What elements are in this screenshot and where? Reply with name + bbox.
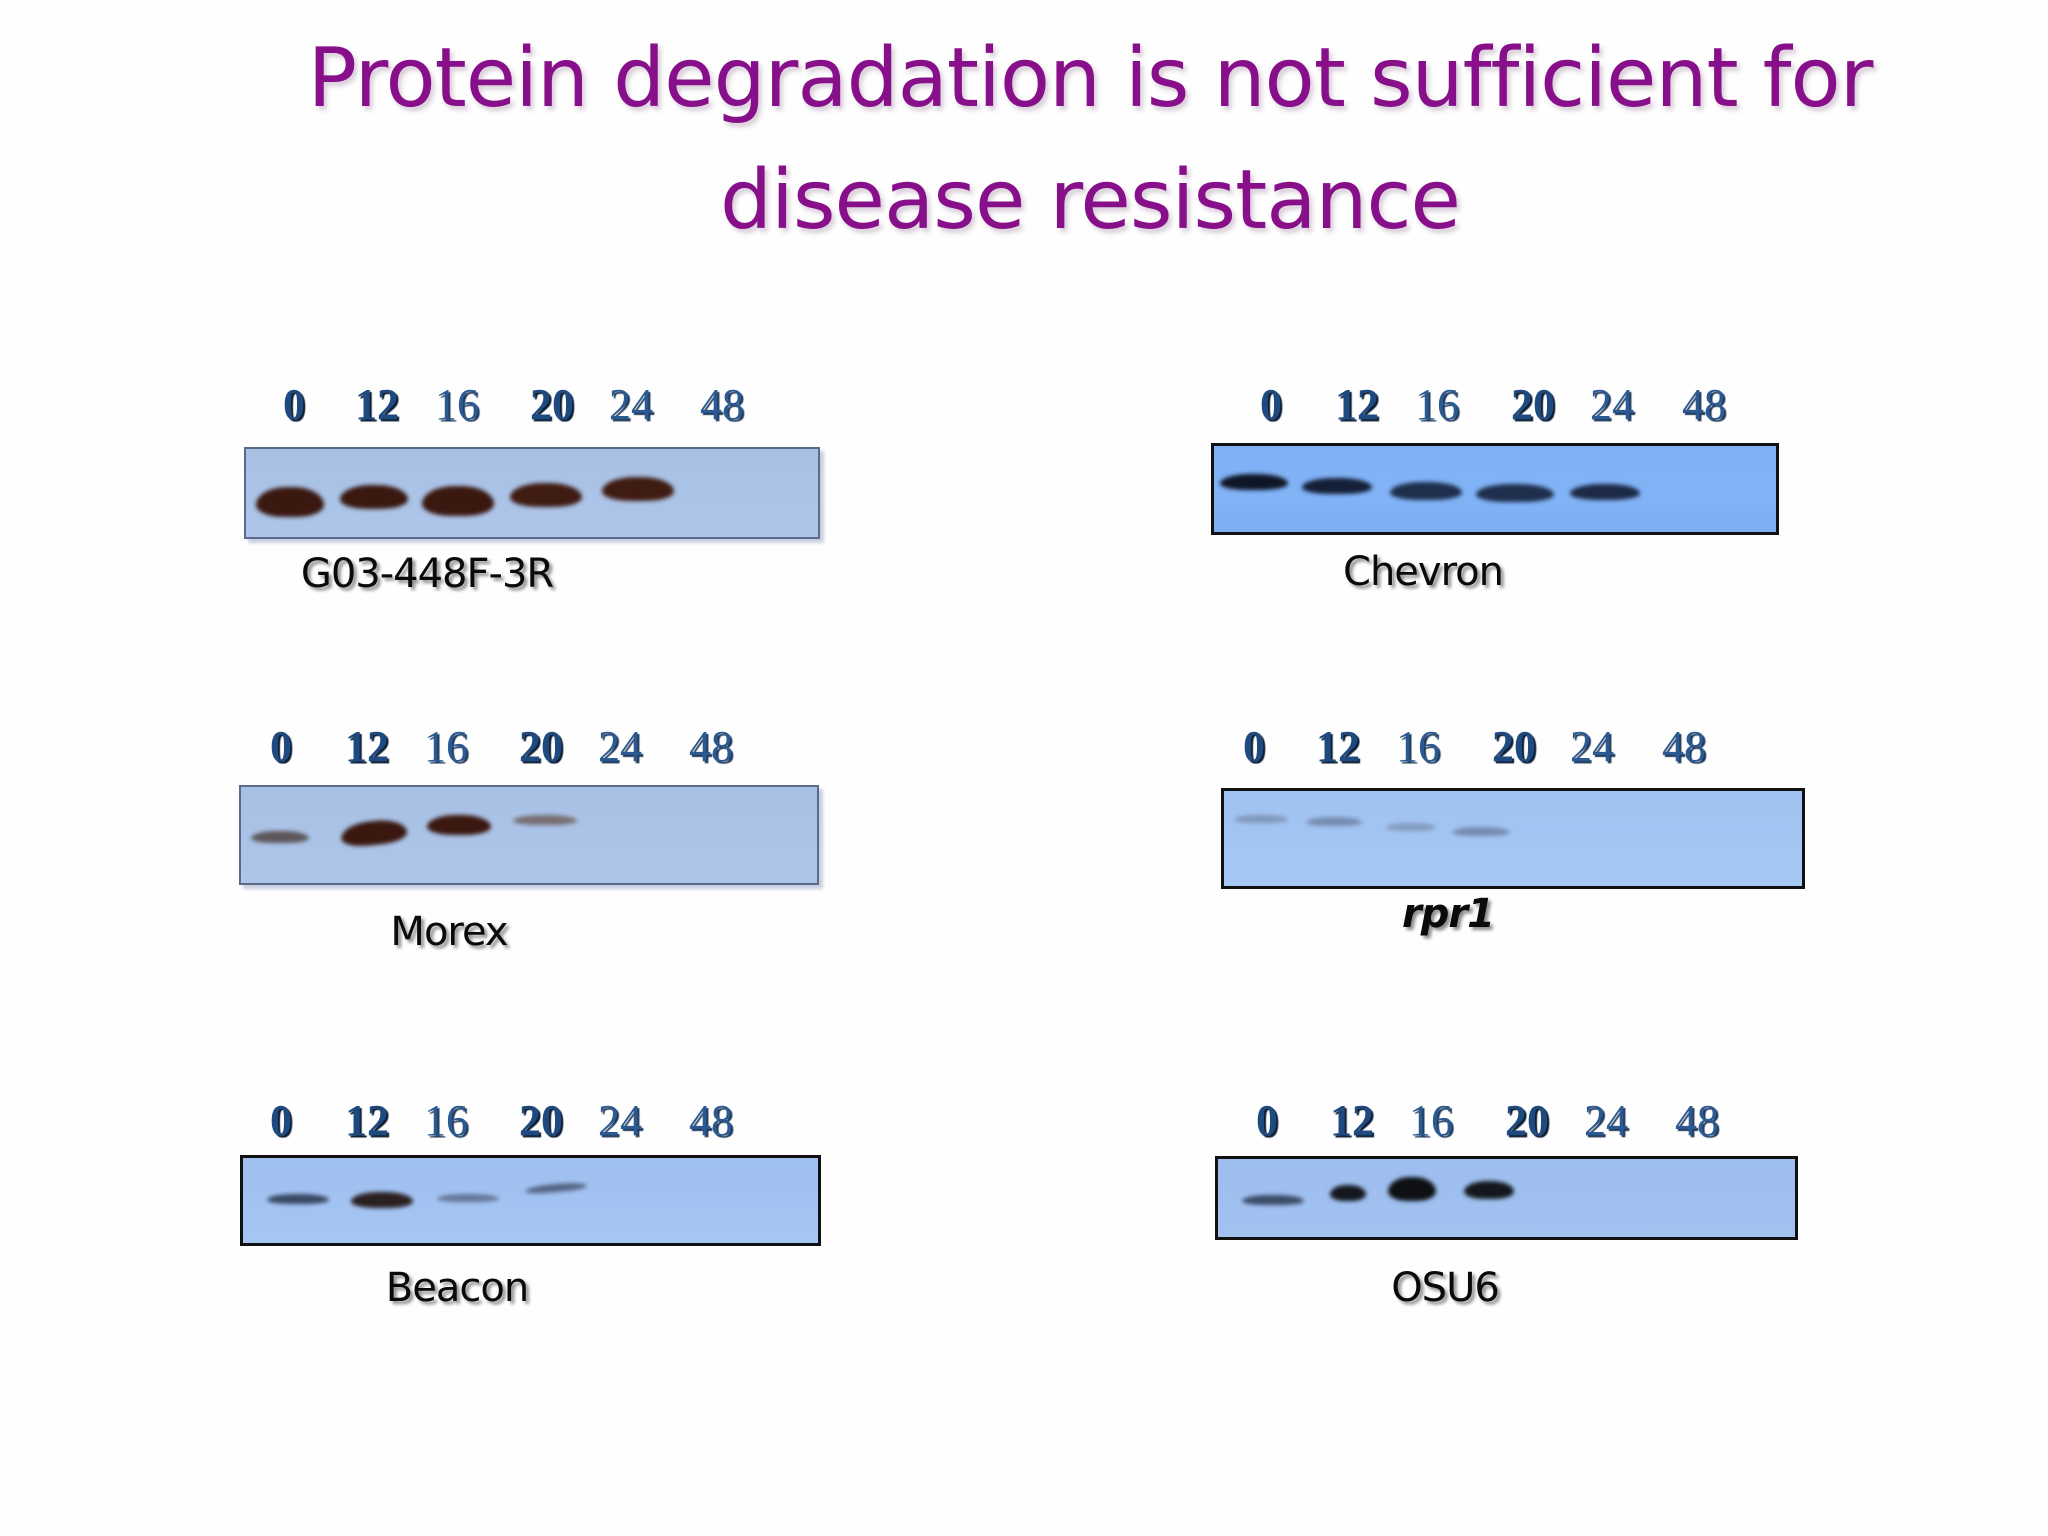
band-lane-12 [1306, 817, 1362, 826]
blot-image [240, 1155, 821, 1246]
lane-label-0: 0 [283, 380, 305, 429]
lane-label-16: 16 [1409, 1096, 1453, 1145]
title-line-2: disease resistance [720, 153, 1461, 248]
lane-labels: 0 12 16 20 24 48 [1215, 1096, 1805, 1146]
lane-label-20: 20 [519, 722, 563, 771]
band-lane-12 [1330, 1185, 1366, 1201]
lane-label-24: 24 [1570, 722, 1614, 771]
lane-label-12: 12 [1316, 722, 1360, 771]
lane-labels: 0 12 16 20 24 48 [244, 380, 824, 430]
lane-label-12: 12 [1330, 1096, 1374, 1145]
blot-image [244, 447, 820, 539]
lane-labels: 0 12 16 20 24 48 [239, 722, 829, 772]
lane-label-20: 20 [1505, 1096, 1549, 1145]
band-lane-12 [351, 1192, 413, 1208]
lane-label-12: 12 [345, 1096, 389, 1145]
cultivar-name: Chevron [1343, 549, 1504, 595]
lane-label-20: 20 [519, 1096, 563, 1145]
blot-image [1215, 1156, 1798, 1240]
cultivar-name: Beacon [385, 1265, 529, 1311]
lane-labels: 0 12 16 20 24 48 [240, 1096, 830, 1146]
lane-label-12: 12 [355, 380, 399, 429]
band-lane-0 [267, 1194, 329, 1204]
lane-labels: 0 12 16 20 24 48 [1211, 380, 1791, 430]
band-lane-16 [1388, 1177, 1436, 1201]
lane-label-24: 24 [609, 380, 653, 429]
cultivar-name: Morex [390, 909, 508, 955]
blot-panel-osu6: 0 12 16 20 24 48 OSU6 [1215, 1096, 1805, 1326]
lane-label-12: 12 [1335, 380, 1379, 429]
band-lane-0 [1220, 474, 1288, 490]
blot-image [1211, 443, 1779, 535]
band-lane-16 [1386, 823, 1436, 831]
band-lane-20 [1464, 1181, 1514, 1199]
band-lane-12 [339, 817, 409, 849]
band-lane-16 [1390, 482, 1462, 500]
blot-panel-morex: 0 12 16 20 24 48 Morex [239, 722, 829, 962]
blot-panel-g03: 0 12 16 20 24 48 G03-448F-3R [244, 380, 824, 600]
band-lane-0 [1234, 815, 1288, 823]
band-lane-24 [1570, 484, 1640, 500]
lane-label-16: 16 [435, 380, 479, 429]
band-lane-20 [513, 815, 577, 825]
lane-label-0: 0 [1260, 380, 1282, 429]
blot-panel-beacon: 0 12 16 20 24 48 Beacon [240, 1096, 830, 1326]
title-line-1: Protein degradation is not sufficient fo… [307, 31, 1874, 126]
band-lane-16 [427, 815, 491, 835]
band-lane-20 [1452, 827, 1510, 836]
lane-label-48: 48 [1662, 722, 1706, 771]
lane-label-48: 48 [689, 1096, 733, 1145]
band-lane-20 [510, 483, 582, 507]
band-lane-0 [251, 831, 309, 843]
blot-panel-chevron: 0 12 16 20 24 48 Chevron [1211, 380, 1791, 600]
slide-title: Protein degradation is not sufficient fo… [230, 18, 1950, 262]
band-lane-0 [1242, 1195, 1304, 1205]
blot-image [1221, 788, 1805, 889]
cultivar-name: OSU6 [1391, 1265, 1500, 1311]
lane-label-24: 24 [1590, 380, 1634, 429]
lane-label-0: 0 [1243, 722, 1265, 771]
lane-label-12: 12 [345, 722, 389, 771]
cultivar-name: rpr1 [1402, 891, 1495, 937]
lane-label-16: 16 [424, 1096, 468, 1145]
band-lane-20 [1476, 484, 1554, 502]
lane-label-48: 48 [700, 380, 744, 429]
band-lane-16 [437, 1194, 499, 1202]
lane-label-20: 20 [1511, 380, 1555, 429]
blot-panel-rpr1: 0 12 16 20 24 48 rpr1 [1221, 722, 1811, 962]
lane-label-48: 48 [1675, 1096, 1719, 1145]
lane-label-48: 48 [689, 722, 733, 771]
band-lane-16 [422, 486, 494, 516]
band-lane-24 [602, 477, 674, 501]
lane-label-24: 24 [1584, 1096, 1628, 1145]
lane-label-20: 20 [530, 380, 574, 429]
band-lane-20 [524, 1181, 588, 1195]
lane-label-0: 0 [270, 722, 292, 771]
band-lane-0 [256, 487, 324, 517]
cultivar-name: G03-448F-3R [300, 551, 554, 597]
band-lane-12 [1302, 478, 1372, 494]
lane-label-16: 16 [424, 722, 468, 771]
lane-label-24: 24 [598, 722, 642, 771]
lane-label-16: 16 [1396, 722, 1440, 771]
lane-label-48: 48 [1682, 380, 1726, 429]
lane-labels: 0 12 16 20 24 48 [1221, 722, 1811, 772]
lane-label-24: 24 [598, 1096, 642, 1145]
lane-label-20: 20 [1492, 722, 1536, 771]
lane-label-0: 0 [1256, 1096, 1278, 1145]
lane-label-0: 0 [270, 1096, 292, 1145]
blot-image [239, 785, 819, 885]
lane-label-16: 16 [1415, 380, 1459, 429]
band-lane-12 [340, 485, 408, 509]
